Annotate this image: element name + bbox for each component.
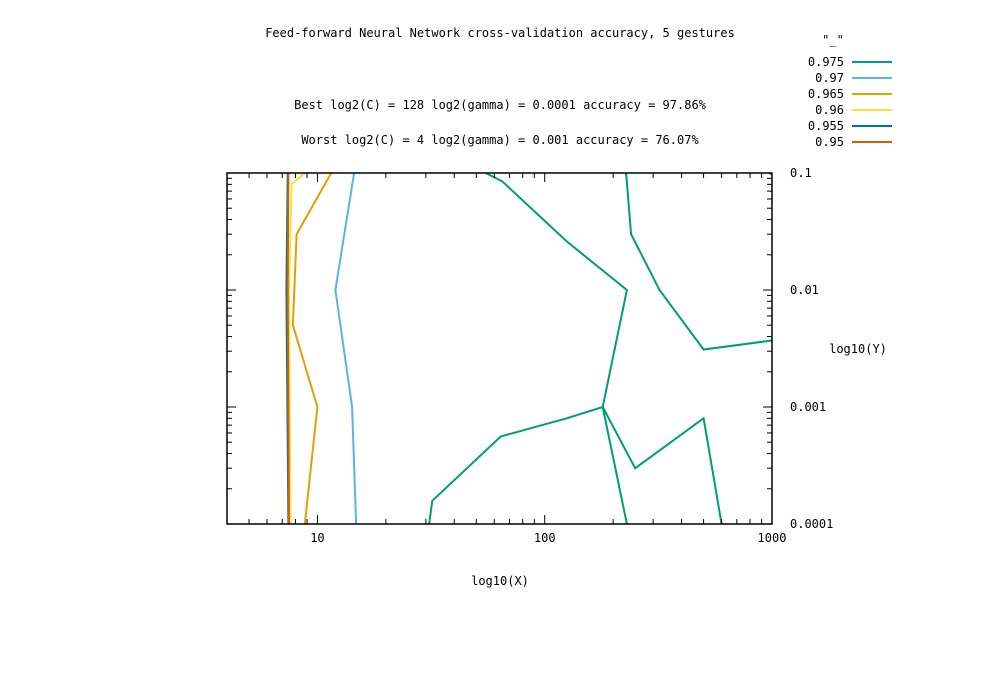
y-tick-label: 0.01: [790, 283, 819, 297]
axis-ticks: 10 100 1000 0.1 0.01 0.001 0.0001: [226, 166, 833, 545]
worst-result-annotation: Worst log2(C) = 4 log2(gamma) = 0.001 ac…: [301, 133, 699, 147]
legend: 0.975 0.97 0.965 0.96 0.955 0.95: [808, 55, 892, 149]
x-axis-label: log10(X): [471, 574, 529, 588]
legend-label-0.96: 0.96: [815, 103, 844, 117]
y-axis-label: log10(Y): [829, 342, 887, 356]
y-tick-label: 0.1: [790, 166, 812, 180]
contour-0.96-line-1: [287, 172, 306, 525]
legend-title: "_": [822, 33, 844, 47]
contour-0.975-line-3: [428, 405, 723, 525]
contour-0.97-line-1: [334, 172, 358, 525]
contour-0.975-line-1: [485, 172, 629, 525]
x-tick-label: 1000: [758, 531, 787, 545]
legend-label-0.975: 0.975: [808, 55, 844, 69]
plot-frame: [226, 172, 773, 525]
y-tick-label: 0.0001: [790, 517, 833, 531]
legend-label-0.955: 0.955: [808, 119, 844, 133]
y-tick-label: 0.001: [790, 400, 826, 414]
best-result-annotation: Best log2(C) = 128 log2(gamma) = 0.0001 …: [294, 98, 707, 112]
legend-label-0.97: 0.97: [815, 71, 844, 85]
legend-label-0.95: 0.95: [815, 135, 844, 149]
contour-0.965-line-1: [291, 172, 333, 525]
chart-title: Feed-forward Neural Network cross-valida…: [265, 26, 735, 40]
x-tick-label: 10: [310, 531, 324, 545]
contour-0.95-line-1: [286, 172, 290, 525]
x-tick-label: 100: [534, 531, 556, 545]
contour-lines: [285, 172, 773, 525]
contour-0.975-line-2: [625, 172, 773, 351]
legend-label-0.965: 0.965: [808, 87, 844, 101]
